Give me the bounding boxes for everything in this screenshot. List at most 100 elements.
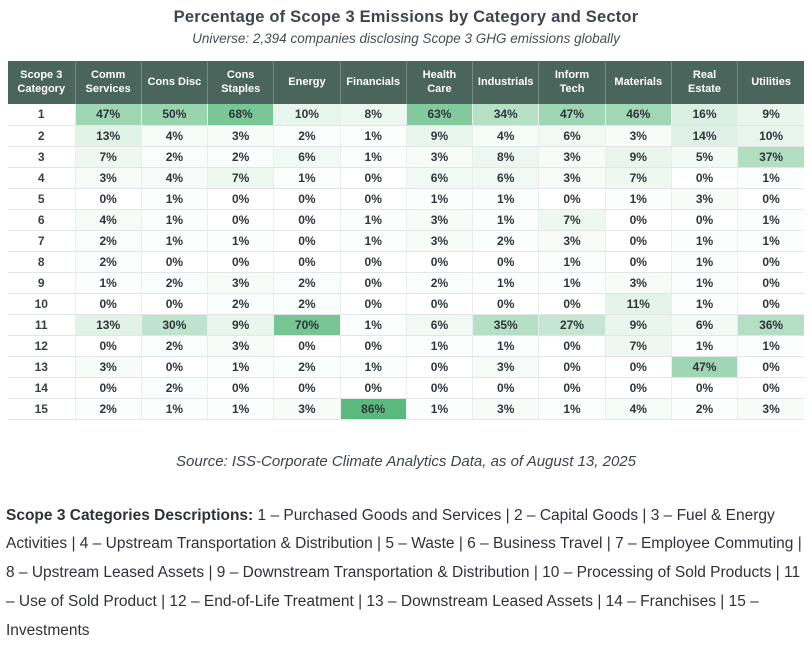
heat-cell: 0% (473, 293, 539, 314)
heat-cell: 0% (274, 230, 340, 251)
heat-cell: 1% (738, 209, 804, 230)
column-header: Cons Disc (141, 61, 207, 104)
column-header: Real Estate (671, 61, 737, 104)
heat-cell: 8% (340, 104, 406, 125)
heat-cell: 1% (340, 146, 406, 167)
heat-cell: 1% (671, 251, 737, 272)
heat-cell: 7% (75, 146, 141, 167)
heat-cell: 35% (473, 314, 539, 335)
column-header: Utilities (738, 61, 804, 104)
heat-cell: 1% (473, 272, 539, 293)
category-cell: 5 (8, 188, 75, 209)
heat-cell: 5% (671, 146, 737, 167)
heat-cell: 0% (75, 188, 141, 209)
heat-cell: 9% (208, 314, 274, 335)
column-header: Cons Staples (208, 61, 274, 104)
heat-cell: 2% (141, 335, 207, 356)
heat-cell: 3% (208, 272, 274, 293)
heat-cell: 2% (75, 230, 141, 251)
category-cell: 11 (8, 314, 75, 335)
heat-cell: 4% (141, 167, 207, 188)
heat-cell: 1% (738, 230, 804, 251)
category-cell: 7 (8, 230, 75, 251)
heat-cell: 1% (274, 167, 340, 188)
heat-cell: 0% (340, 188, 406, 209)
heat-cell: 1% (473, 188, 539, 209)
heat-cell: 1% (738, 335, 804, 356)
heat-cell: 7% (605, 335, 671, 356)
category-cell: 1 (8, 104, 75, 125)
heat-cell: 47% (539, 104, 605, 125)
heat-cell: 0% (406, 377, 472, 398)
heat-cell: 2% (274, 356, 340, 377)
heat-cell: 2% (274, 293, 340, 314)
column-header: Health Care (406, 61, 472, 104)
heat-cell: 1% (473, 209, 539, 230)
heat-cell: 1% (671, 293, 737, 314)
heat-cell: 0% (738, 377, 804, 398)
heat-cell: 1% (208, 230, 274, 251)
heat-cell: 30% (141, 314, 207, 335)
heat-cell: 6% (539, 125, 605, 146)
heat-cell: 0% (605, 230, 671, 251)
heat-cell: 0% (340, 251, 406, 272)
column-header: Materials (605, 61, 671, 104)
heat-cell: 3% (473, 356, 539, 377)
category-cell: 15 (8, 398, 75, 419)
heat-cell: 6% (671, 314, 737, 335)
heat-cell: 1% (340, 356, 406, 377)
heat-cell: 0% (274, 209, 340, 230)
heat-cell: 0% (539, 377, 605, 398)
descriptions-lead: Scope 3 Categories Descriptions: (6, 507, 253, 524)
heat-cell: 0% (473, 377, 539, 398)
heat-cell: 4% (605, 398, 671, 419)
heat-cell: 0% (671, 209, 737, 230)
heat-cell: 2% (671, 398, 737, 419)
heat-cell: 16% (671, 104, 737, 125)
heat-cell: 11% (605, 293, 671, 314)
heat-cell: 6% (274, 146, 340, 167)
heat-cell: 4% (141, 125, 207, 146)
heat-cell: 1% (671, 230, 737, 251)
heat-cell: 1% (406, 335, 472, 356)
heat-cell: 1% (340, 230, 406, 251)
category-cell: 4 (8, 167, 75, 188)
heat-cell: 0% (605, 251, 671, 272)
heat-cell: 7% (605, 167, 671, 188)
heat-cell: 47% (75, 104, 141, 125)
heat-cell: 3% (208, 125, 274, 146)
heat-cell: 0% (738, 272, 804, 293)
heat-cell: 10% (738, 125, 804, 146)
heat-cell: 2% (406, 272, 472, 293)
heat-cell: 3% (406, 209, 472, 230)
heat-cell: 2% (208, 146, 274, 167)
heat-cell: 0% (340, 377, 406, 398)
heat-cell: 1% (208, 398, 274, 419)
heat-cell: 2% (141, 146, 207, 167)
heat-cell: 1% (605, 188, 671, 209)
heat-cell: 6% (406, 167, 472, 188)
heat-cell: 1% (141, 398, 207, 419)
heat-cell: 0% (340, 293, 406, 314)
heat-cell: 0% (406, 293, 472, 314)
heat-cell: 0% (208, 377, 274, 398)
heat-cell: 1% (141, 209, 207, 230)
heat-cell: 3% (406, 230, 472, 251)
heat-cell: 7% (539, 209, 605, 230)
heat-cell: 2% (141, 272, 207, 293)
heat-cell: 3% (208, 335, 274, 356)
heat-cell: 1% (340, 125, 406, 146)
category-cell: 13 (8, 356, 75, 377)
heat-cell: 3% (539, 167, 605, 188)
heat-cell: 3% (539, 146, 605, 167)
column-header: Comm Services (75, 61, 141, 104)
column-header: Energy (274, 61, 340, 104)
